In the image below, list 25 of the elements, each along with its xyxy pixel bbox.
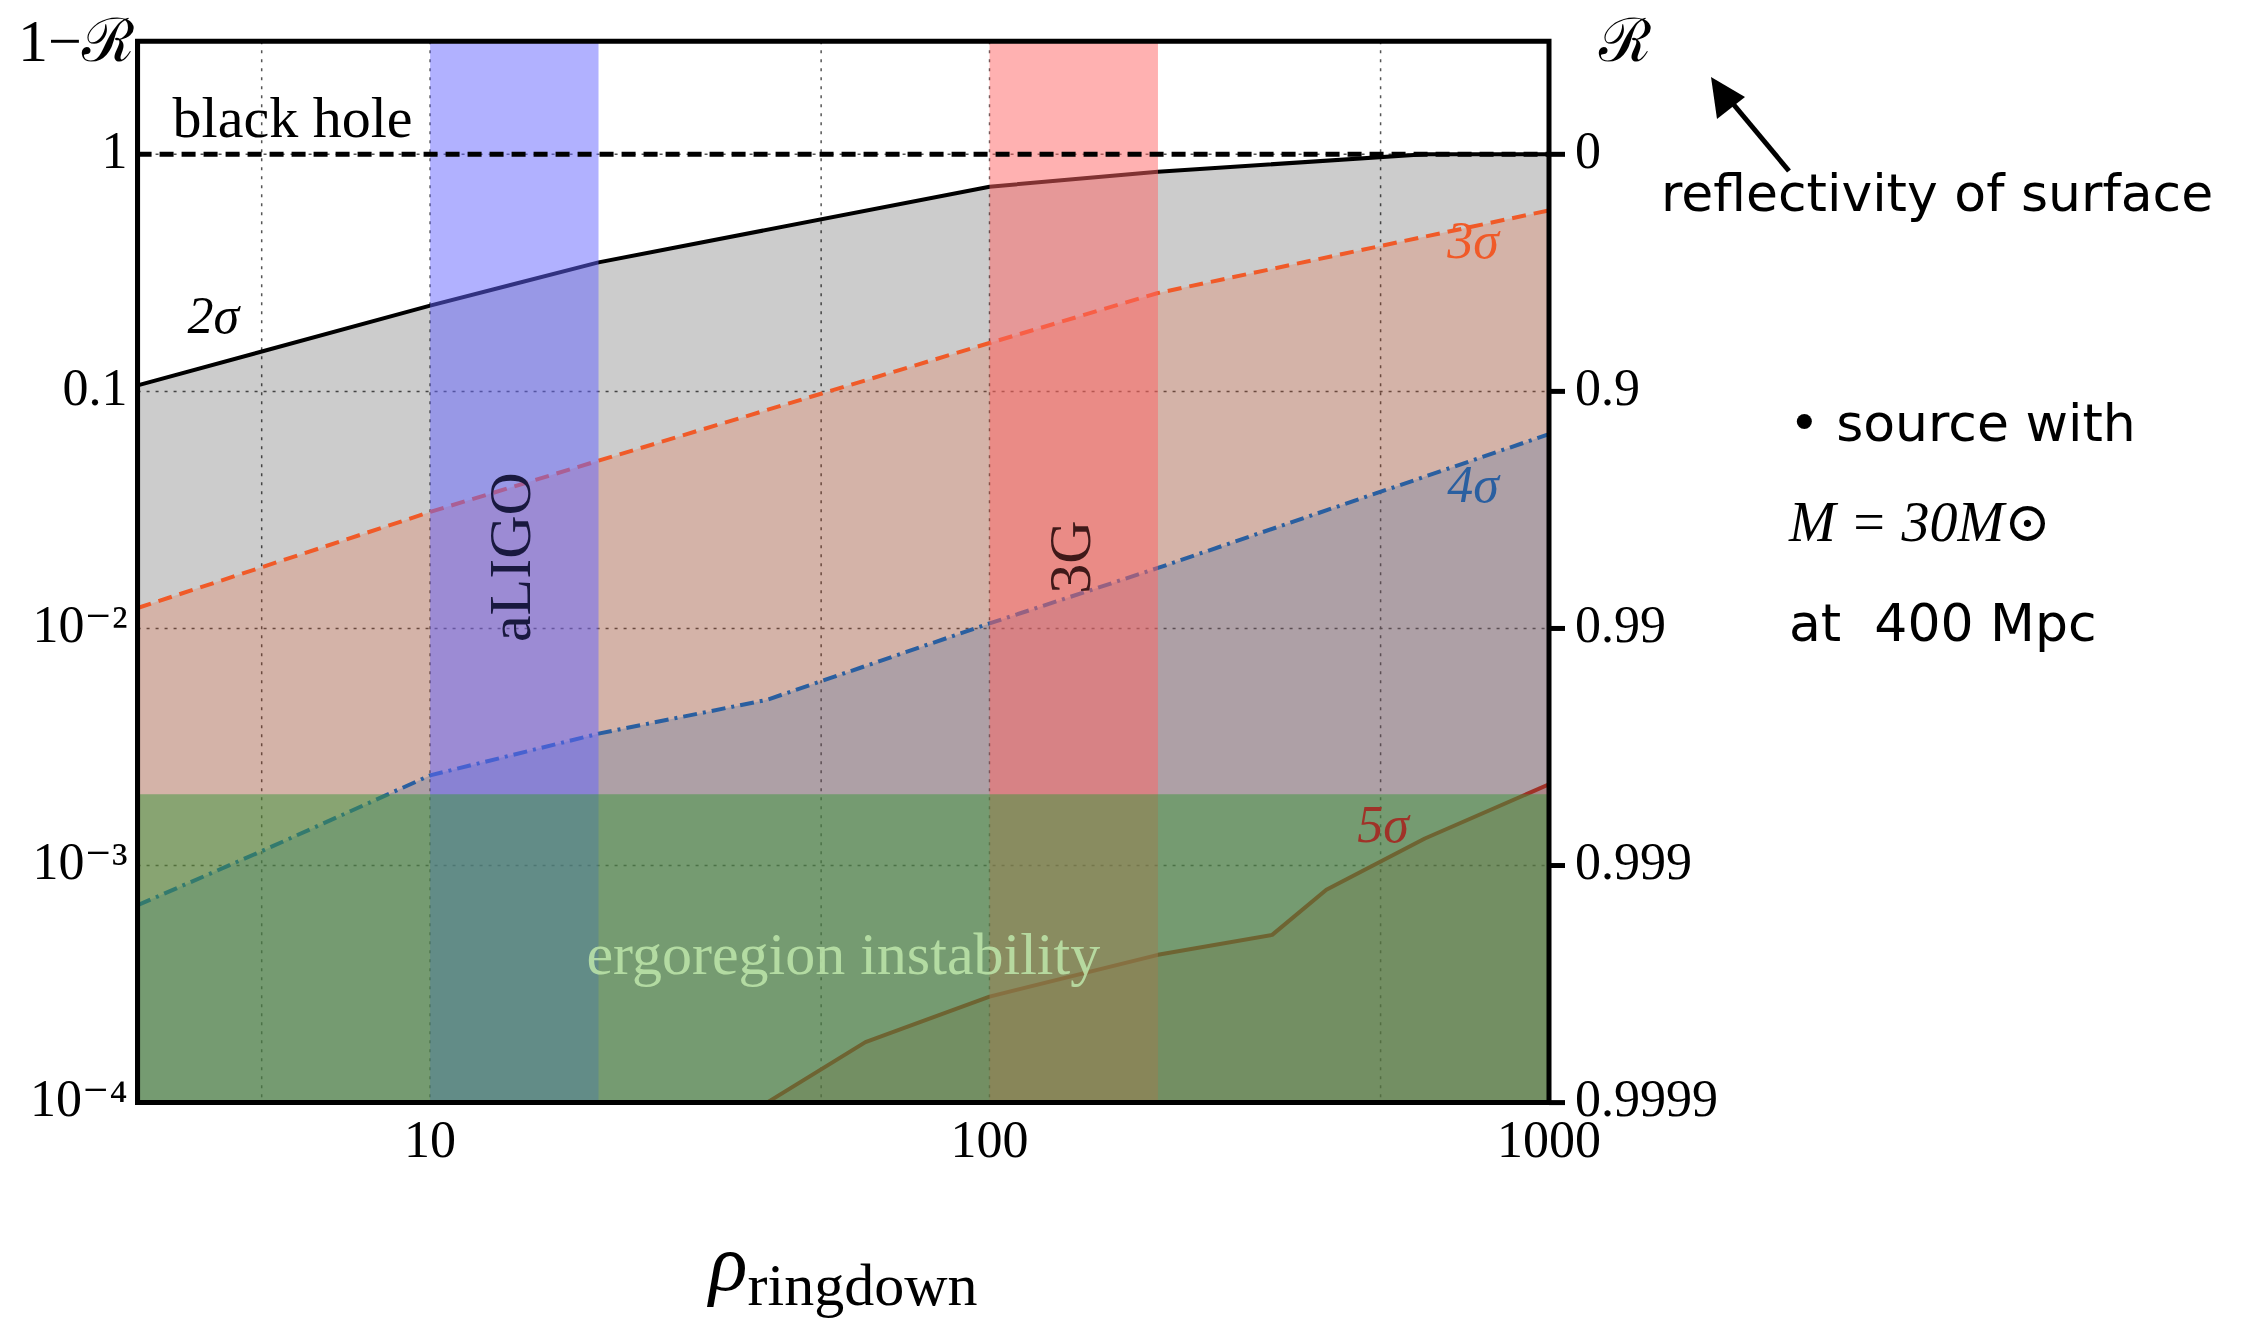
- y-tick-label: 1: [101, 121, 128, 179]
- y-tick-label: 10⁻²: [32, 596, 128, 654]
- text: M = 30M⊙: [1788, 491, 2052, 554]
- y-tick-label: 10⁻⁴: [30, 1070, 128, 1128]
- y-axis-title: 1−ℛ: [18, 8, 134, 75]
- y2-axis-title: ℛ: [1598, 8, 1651, 75]
- x-tick-label: 10: [404, 1111, 457, 1169]
- series-label: 2σ: [187, 287, 242, 345]
- text: • source with: [1789, 393, 2136, 454]
- series-label: 3σ: [1446, 212, 1502, 270]
- text: 0: [1575, 121, 1601, 179]
- text: 0.999: [1575, 833, 1692, 891]
- text: 0.99: [1575, 596, 1666, 654]
- band-label: ergoregion instability: [586, 921, 1101, 988]
- series-label: 4σ: [1447, 455, 1502, 513]
- band-label: aLIGO: [477, 472, 544, 643]
- text: at 400 Mpc: [1789, 593, 2097, 654]
- text: reflectivity of surface: [1661, 163, 2214, 224]
- series-label: 5σ: [1357, 796, 1412, 854]
- x-tick-label: 100: [950, 1111, 1029, 1169]
- text: 0.9: [1575, 359, 1640, 417]
- band-label: 3G: [1036, 520, 1103, 594]
- y-tick-label: 0.1: [62, 359, 128, 417]
- y-tick-label: 10⁻³: [32, 833, 128, 891]
- ref-line-label: black hole: [172, 84, 413, 150]
